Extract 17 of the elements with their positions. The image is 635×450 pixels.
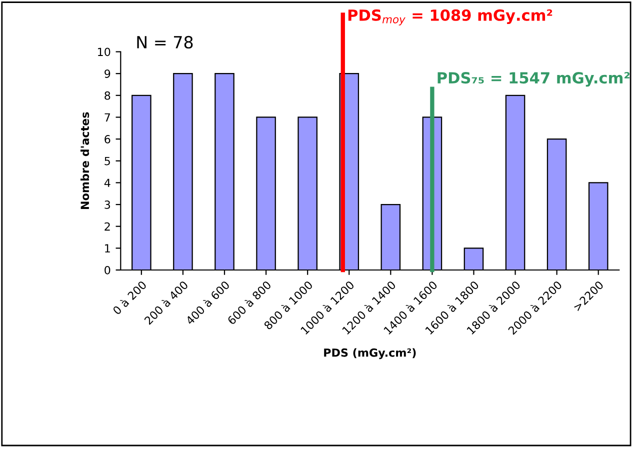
- ref-line-label: PDS$_{moy}$ = 1089 mGy.cm²: [348, 9, 552, 26]
- x-tick-label: 0 à 200: [112, 280, 147, 316]
- text: N = 78: [137, 36, 193, 49]
- y-tick-label: 4: [104, 178, 110, 187]
- y-tick-label: 9: [104, 70, 110, 78]
- y-tick-label: 1: [105, 244, 110, 252]
- y-tick-label: 10: [98, 48, 110, 56]
- ref-line-label: PDS₇₅ = 1547 mGy.cm²: [438, 72, 630, 87]
- x-axis-title: PDS (mGy.cm²): [324, 348, 416, 360]
- y-tick-label: 2: [104, 222, 110, 231]
- y-tick-label: 0: [104, 266, 110, 274]
- y-tick-label: 6: [104, 135, 110, 144]
- y-axis-title: Nombre d'actes: [80, 112, 90, 209]
- y-tick-label: 8: [104, 91, 110, 100]
- y-tick-label: 7: [104, 113, 110, 122]
- y-tick-label: 3: [104, 200, 110, 209]
- y-tick-label: 5: [104, 156, 110, 166]
